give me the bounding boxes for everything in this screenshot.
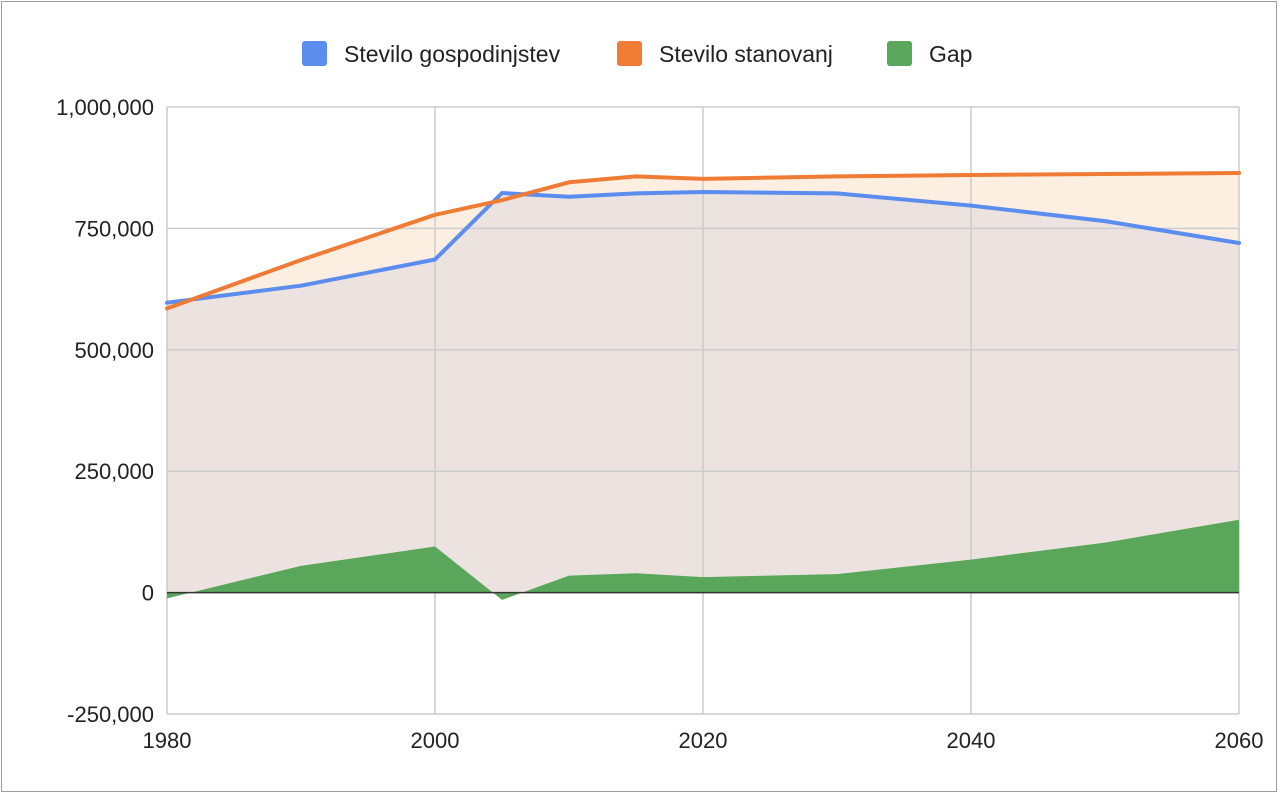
- x-tick-label: 2060: [1215, 728, 1264, 753]
- series-line-stevilo-stanovanj: [165, 171, 1241, 311]
- series-lines: [165, 171, 1241, 311]
- series-line-stevilo-gospodinjstev: [165, 190, 1241, 305]
- x-tick-label: 2000: [411, 728, 460, 753]
- y-tick-label: -250,000: [67, 702, 154, 727]
- y-tick-label: 1,000,000: [56, 95, 154, 120]
- grid: [166, 106, 1240, 715]
- x-tick-label: 1980: [143, 728, 192, 753]
- legend-label: Stevilo gospodinjstev: [344, 41, 561, 67]
- y-tick-label: 500,000: [74, 338, 154, 363]
- legend-swatch: [302, 41, 327, 66]
- x-tick-label: 2040: [947, 728, 996, 753]
- gap-area-layer: [167, 519, 1239, 600]
- y-tick-label: 250,000: [74, 459, 154, 484]
- x-tick-label: 2020: [679, 728, 728, 753]
- y-tick-label: 750,000: [74, 216, 154, 241]
- x-tick-labels: 1980 2000 2020 2040 2060: [143, 728, 1264, 753]
- legend-swatch: [617, 41, 642, 66]
- legend-label: Gap: [929, 41, 972, 67]
- y-tick-label: 0: [142, 581, 154, 606]
- y-tick-labels: 1,000,000 750,000 500,000 250,000 0 -250,000: [56, 95, 154, 727]
- legend-swatch: [887, 41, 912, 66]
- legend: Stevilo gospodinjstev Stevilo stanovanj Ga…: [302, 41, 972, 67]
- legend-label: Stevilo stanovanj: [659, 41, 833, 67]
- gap-area: [167, 519, 1239, 600]
